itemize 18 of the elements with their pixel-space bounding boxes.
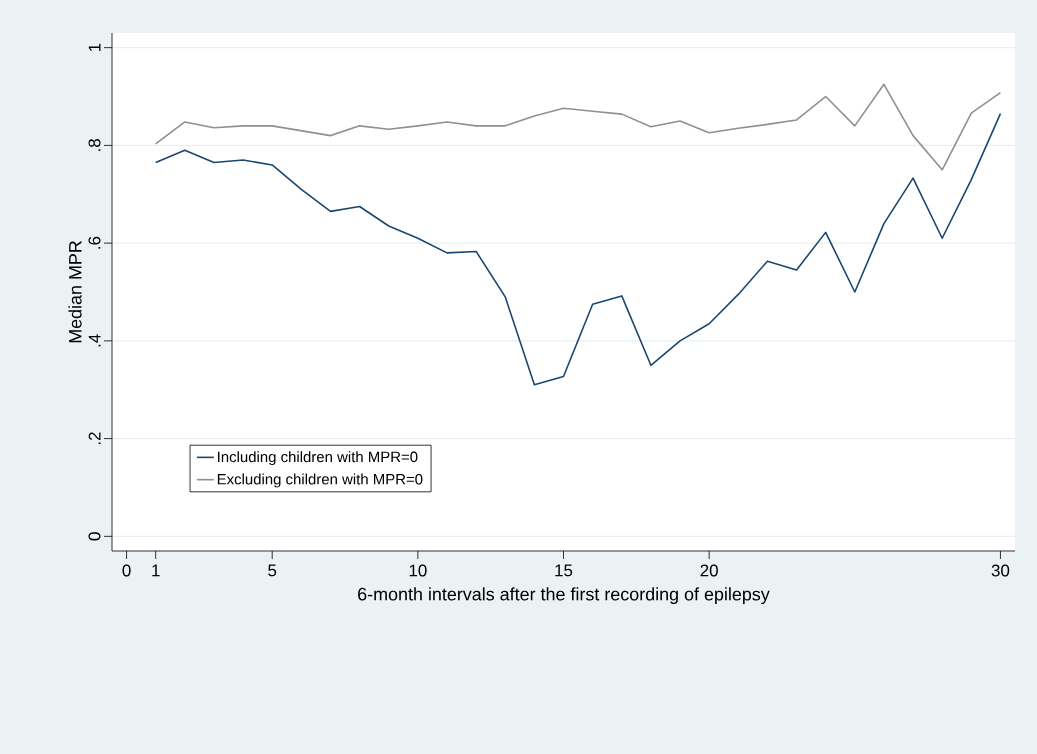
y-tick-label: 1: [88, 43, 101, 52]
legend-label: Excluding children with MPR=0: [217, 473, 423, 488]
legend-label: Including children with MPR=0: [218, 451, 418, 466]
x-tick-label: 15: [555, 564, 573, 577]
y-tick-label: .8: [88, 139, 101, 151]
x-axis-title: 6-month intervals after the first recording of epilepsy: [358, 587, 770, 605]
line-series: [154, 112, 1002, 386]
y-tick-label: .2: [88, 432, 101, 445]
y-tick-label: .6: [88, 236, 101, 249]
x-tick-label: 10: [409, 564, 427, 577]
x-tick-label: 5: [268, 564, 277, 577]
x-tick-label: 30: [991, 564, 1010, 577]
y-axis-title: Median MPR: [68, 241, 82, 343]
y-tick-label: 0: [88, 532, 101, 541]
y-tick-label: .4: [88, 334, 101, 347]
x-tick-label: 20: [700, 564, 718, 577]
x-tick-label: 1: [152, 564, 160, 577]
x-tick-label: 0: [122, 564, 131, 577]
